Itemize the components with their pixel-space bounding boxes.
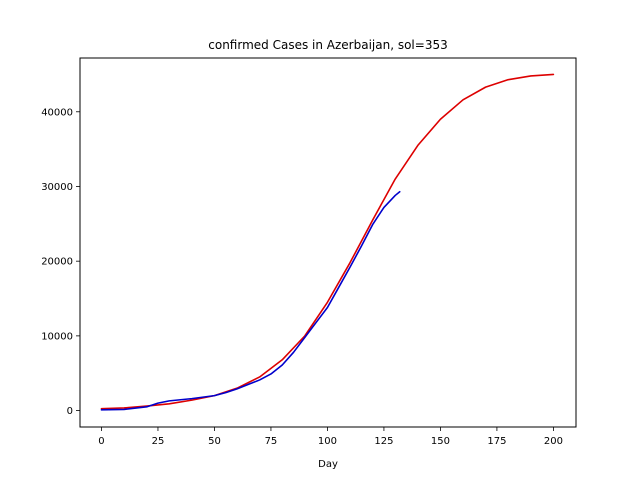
series-lines	[100, 73, 555, 411]
series-line-2	[100, 190, 401, 411]
x-axis-label: Day	[318, 459, 338, 470]
x-tick-label: 0	[98, 436, 104, 447]
y-axis: 0 10000 20000 30000 40000	[41, 107, 80, 417]
x-tick-label: 75	[265, 436, 278, 447]
series-line-1	[100, 73, 555, 410]
plot-area-frame	[79, 57, 577, 428]
y-tick-label: 30000	[41, 182, 73, 193]
y-tick-label: 10000	[41, 331, 73, 342]
x-tick-label: 125	[374, 436, 393, 447]
x-tick-label: 25	[152, 436, 165, 447]
x-axis: 0 25 50 75 100 125 150 175 200	[98, 427, 563, 447]
x-tick-label: 175	[487, 436, 506, 447]
x-tick-label: 200	[544, 436, 563, 447]
y-tick-label: 40000	[41, 107, 73, 118]
x-tick-label: 150	[431, 436, 450, 447]
x-tick-label: 50	[208, 436, 221, 447]
y-tick-label: 0	[67, 406, 73, 417]
x-tick-label: 100	[318, 436, 337, 447]
y-tick-label: 20000	[41, 257, 73, 268]
chart-title: confirmed Cases in Azerbaijan, sol=353	[208, 38, 447, 52]
